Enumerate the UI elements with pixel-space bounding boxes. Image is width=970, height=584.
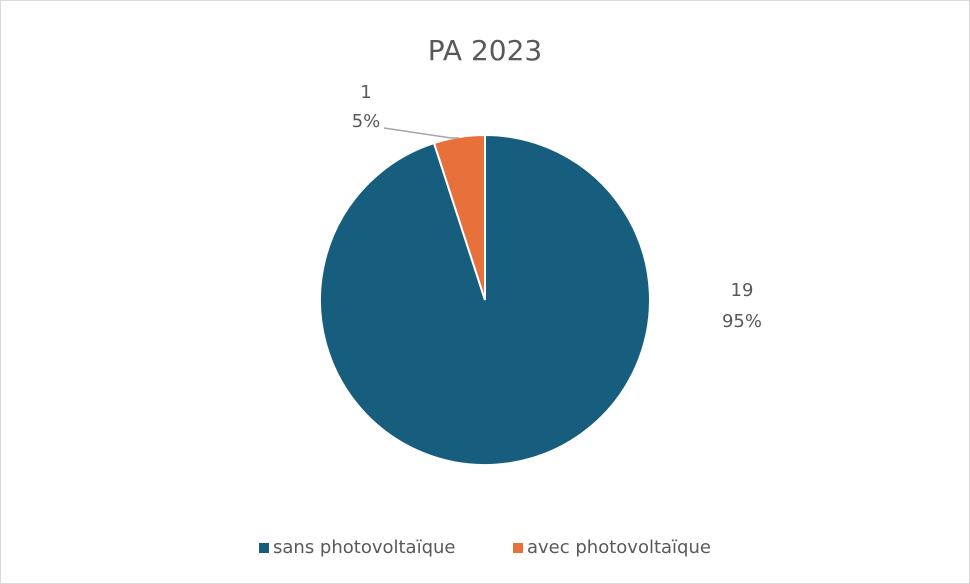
legend-swatch [259,543,269,553]
legend-label: sans photovoltaïque [273,537,456,558]
percent-label: 5% [352,111,381,132]
percent-label: 95% [722,311,762,332]
data-label: 1 [360,82,371,103]
pie-slice [432,133,486,301]
legend-label: avec photovoltaïque [527,537,711,558]
data-label: 19 [731,280,754,301]
legend-swatch [513,543,523,553]
leader-line [383,127,460,139]
chart-title: PA 2023 [428,34,542,67]
